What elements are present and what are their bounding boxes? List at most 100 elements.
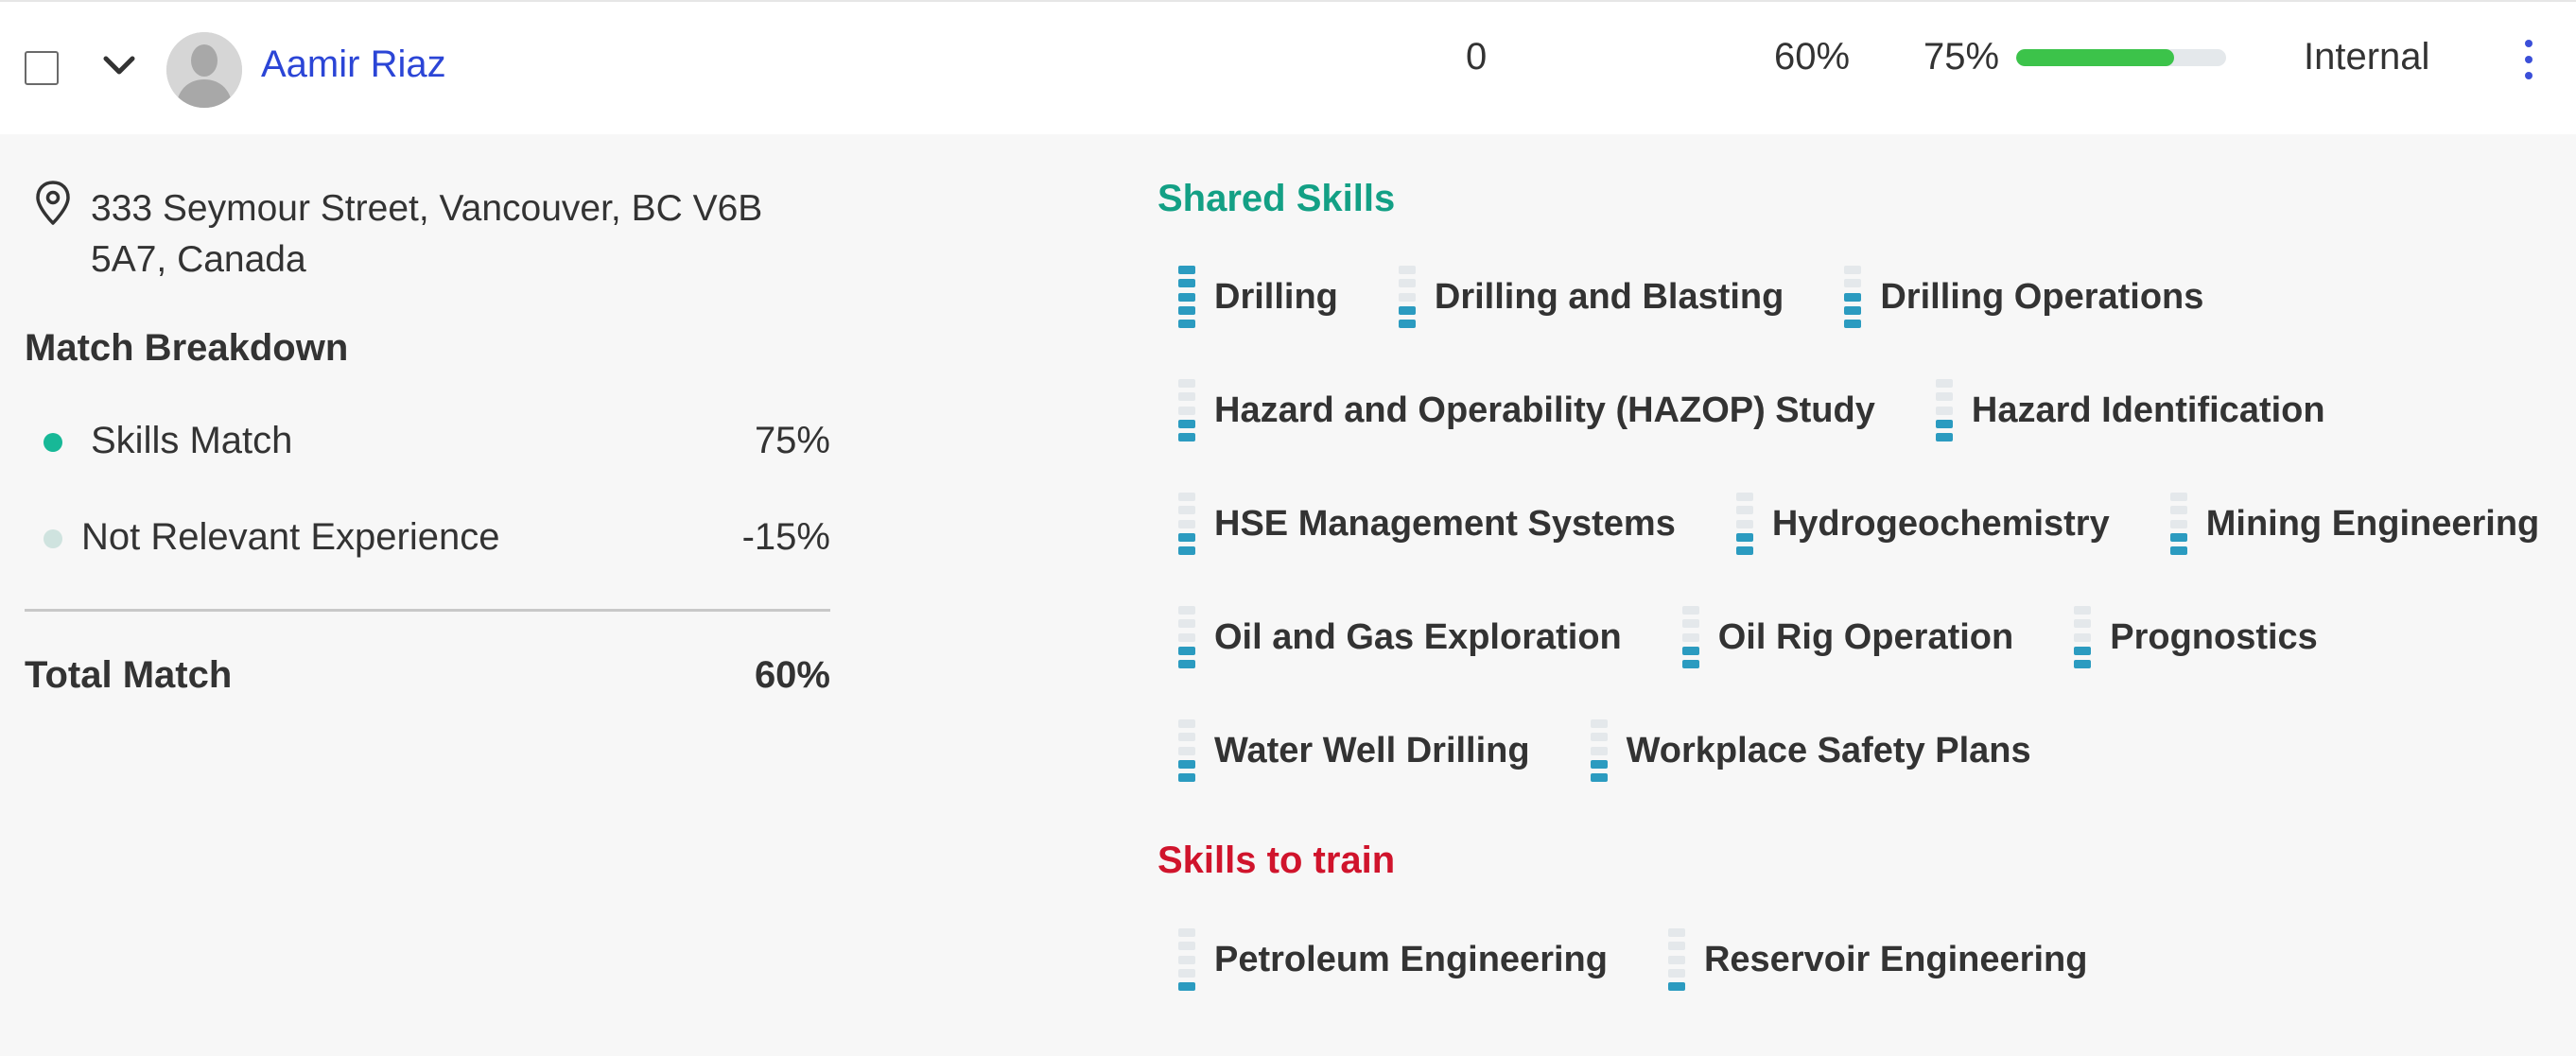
skill-label: Hydrogeochemistry (1771, 503, 2110, 544)
skill-level-segment (1178, 733, 1195, 742)
breakdown-value: -15% (741, 516, 830, 558)
skill-level-segment (2074, 632, 2092, 642)
skills-progress-bar (2016, 49, 2226, 66)
skill-level-segment (1590, 733, 1608, 742)
skill-level-segment (1398, 305, 1416, 315)
skill-level-segment (2169, 506, 2187, 515)
shared-skills-row: Hazard and Operability (HAZOP) Study Haza… (1178, 377, 2386, 443)
skill-level-meter (1178, 493, 1195, 555)
skill-level-meter (1667, 928, 1685, 991)
skill-level-meter (1844, 266, 1862, 328)
breakdown-value: 75% (754, 420, 830, 461)
total-match-value: 60% (1774, 36, 1851, 78)
skill-level-segment (1178, 632, 1195, 642)
skill-chip: Mining Engineering (2169, 493, 2540, 555)
skill-level-segment (2074, 660, 2092, 668)
skill-level-meter (1178, 606, 1195, 668)
select-checkbox[interactable] (25, 51, 59, 85)
skill-level-segment (1178, 619, 1195, 629)
skill-level-segment (1667, 928, 1685, 937)
skill-level-segment (1178, 532, 1195, 542)
skill-level-segment (2169, 546, 2187, 555)
skill-level-segment (2169, 493, 2187, 501)
shared-skills-row: HSE Management Systems Hydrogeochemistry M… (1178, 491, 2576, 557)
skill-level-segment (1590, 773, 1608, 782)
skill-level-meter (1178, 266, 1195, 328)
skill-level-segment (1844, 279, 1862, 288)
shared-skills-title: Shared Skills (1157, 178, 1396, 219)
skill-chip: Water Well Drilling (1178, 719, 1530, 782)
skills-match-value: 75% (1923, 36, 2000, 78)
skill-level-segment (1667, 942, 1685, 951)
skill-level-segment (1178, 928, 1195, 937)
skill-level-segment (1590, 759, 1608, 769)
skill-level-meter (1178, 379, 1195, 441)
skill-level-segment (1667, 955, 1685, 964)
skills-match-dot (44, 433, 62, 452)
skill-level-segment (1681, 606, 1699, 615)
more-options-icon[interactable] (2515, 36, 2542, 83)
skill-level-segment (1178, 759, 1195, 769)
skill-level-segment (1178, 660, 1195, 668)
skill-level-meter (1935, 379, 1953, 441)
skill-label: Oil and Gas Exploration (1214, 616, 1622, 657)
skill-level-segment (2074, 619, 2092, 629)
candidate-name-link[interactable]: Aamir Riaz (261, 43, 446, 85)
skill-label: Hazard and Operability (HAZOP) Study (1214, 390, 1875, 430)
skill-level-segment (1398, 279, 1416, 288)
divider (25, 609, 830, 612)
skills-to-train-title: Skills to train (1157, 840, 1396, 881)
skill-level-segment (2169, 532, 2187, 542)
skill-level-segment (1178, 546, 1195, 555)
map-pin-icon (36, 181, 70, 225)
total-match-label: Total Match (25, 654, 233, 696)
skill-chip: Hazard and Operability (HAZOP) Study (1178, 379, 1875, 441)
skill-chip: Hazard Identification (1935, 379, 2325, 441)
skill-level-segment (1178, 719, 1195, 728)
match-breakdown-title: Match Breakdown (25, 327, 349, 369)
skill-level-segment (1935, 419, 1953, 428)
shared-skills-row: Water Well Drilling Workplace Safety Plan… (1178, 718, 2092, 784)
skill-level-segment (1398, 320, 1416, 328)
candidate-type: Internal (2304, 36, 2430, 78)
skill-level-segment (1935, 433, 1953, 441)
skill-level-segment (1681, 646, 1699, 655)
skill-level-segment (1178, 942, 1195, 951)
skill-level-segment (1735, 493, 1753, 501)
skill-label: Mining Engineering (2205, 503, 2540, 544)
chevron-down-icon[interactable] (100, 51, 138, 79)
skill-level-segment (1681, 632, 1699, 642)
user-silhouette-icon (166, 32, 242, 108)
skill-label: Drilling (1214, 276, 1338, 317)
skill-label: Petroleum Engineering (1214, 939, 1608, 979)
skill-label: Workplace Safety Plans (1626, 730, 2031, 770)
skill-level-segment (1178, 493, 1195, 501)
skill-level-segment (1844, 320, 1862, 328)
skill-level-segment (1667, 982, 1685, 991)
skill-chip: Drilling and Blasting (1398, 266, 1784, 328)
skill-level-segment (1398, 266, 1416, 274)
count-value: 0 (1466, 36, 1488, 78)
skill-level-meter (1178, 928, 1195, 991)
breakdown-label: Skills Match (91, 420, 293, 461)
breakdown-row-experience: Not Relevant Experience -15% (25, 509, 830, 565)
skill-level-segment (1178, 506, 1195, 515)
skill-level-segment (1178, 392, 1195, 402)
skills-progress-fill (2016, 49, 2174, 66)
skill-level-segment (1178, 982, 1195, 991)
skill-chip: Hydrogeochemistry (1735, 493, 2110, 555)
skill-level-segment (1178, 279, 1195, 288)
skill-chip: Drilling Operations (1844, 266, 2203, 328)
skill-level-segment (1178, 379, 1195, 388)
skill-level-meter (2169, 493, 2187, 555)
skill-label: Drilling Operations (1880, 276, 2204, 317)
skill-level-meter (2074, 606, 2092, 668)
skill-level-segment (1681, 619, 1699, 629)
skill-chip: Prognostics (2074, 606, 2318, 668)
skill-chip: Oil and Gas Exploration (1178, 606, 1622, 668)
skill-chip: Reservoir Engineering (1667, 928, 2087, 991)
skill-level-segment (1935, 379, 1953, 388)
skill-level-segment (1735, 532, 1753, 542)
skill-chip: HSE Management Systems (1178, 493, 1676, 555)
skill-level-segment (1178, 746, 1195, 755)
